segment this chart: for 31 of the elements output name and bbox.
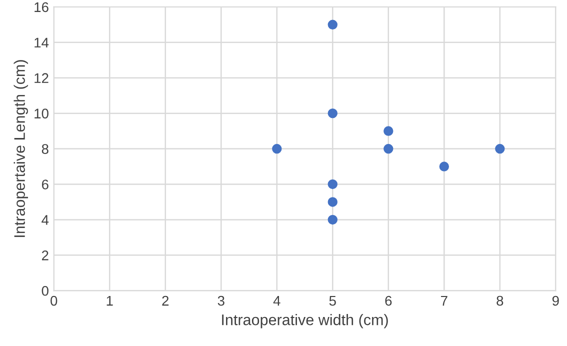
point bbox=[328, 197, 338, 207]
point bbox=[328, 214, 338, 225]
x-axis-title: Intraoperative width (cm) bbox=[222, 314, 388, 328]
point bbox=[439, 162, 450, 172]
y-tick-label: 6 bbox=[42, 180, 48, 190]
y-tick-label: 12 bbox=[34, 73, 48, 83]
x-tick-label: 1 bbox=[106, 296, 113, 306]
x-tick-label: 4 bbox=[273, 296, 280, 306]
y-tick-label: 0 bbox=[42, 286, 48, 296]
point bbox=[272, 144, 282, 154]
point bbox=[495, 144, 505, 154]
x-tick-label: 7 bbox=[441, 296, 448, 306]
point bbox=[328, 20, 338, 30]
x-tick-label: 5 bbox=[329, 296, 336, 306]
x-tick-label: 9 bbox=[552, 296, 559, 306]
x-tick-label: 3 bbox=[218, 296, 224, 306]
x-tick-label: 8 bbox=[496, 296, 504, 306]
point bbox=[384, 126, 394, 136]
y-tick-label: 10 bbox=[34, 108, 48, 118]
y-tick-label: 4 bbox=[42, 215, 49, 225]
y-tick-label: 14 bbox=[34, 38, 49, 48]
point bbox=[328, 179, 338, 190]
x-tick-label: 6 bbox=[385, 296, 392, 306]
x-tick-label: 0 bbox=[50, 296, 58, 306]
point bbox=[328, 108, 338, 118]
y-tick-label: 8 bbox=[42, 144, 48, 154]
point bbox=[384, 144, 394, 154]
y-tick-label: 2 bbox=[42, 250, 48, 260]
y-axis-title: Intraopertaive Length (cm) bbox=[14, 60, 28, 237]
y-tick-label: 16 bbox=[34, 2, 48, 12]
x-tick-label: 2 bbox=[162, 296, 169, 306]
